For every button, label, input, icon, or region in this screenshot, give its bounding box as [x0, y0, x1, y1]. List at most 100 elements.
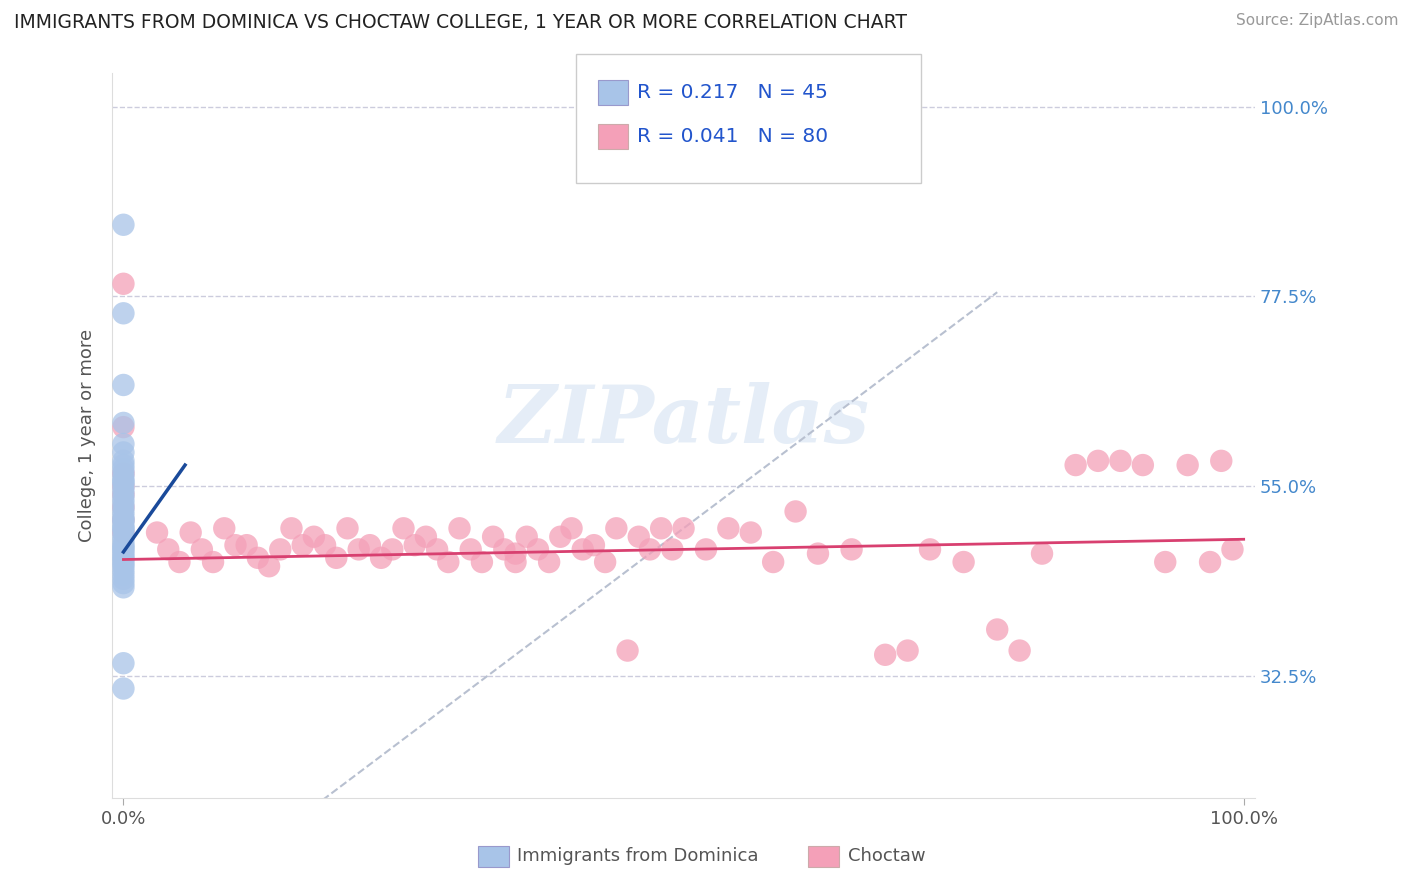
Point	[482, 530, 505, 544]
Point	[112, 538, 135, 552]
Point	[112, 521, 135, 535]
Point	[627, 530, 650, 544]
Point	[1199, 555, 1222, 569]
Text: R = 0.217   N = 45: R = 0.217 N = 45	[637, 83, 828, 103]
Point	[638, 542, 661, 557]
Point	[246, 550, 269, 565]
Point	[1008, 643, 1031, 657]
Point	[1222, 542, 1244, 557]
Point	[214, 521, 236, 535]
Point	[359, 538, 381, 552]
Point	[112, 572, 135, 586]
Point	[437, 555, 460, 569]
Point	[582, 538, 605, 552]
Point	[291, 538, 314, 552]
Point	[897, 643, 920, 657]
Point	[112, 545, 135, 559]
Point	[404, 538, 426, 552]
Point	[112, 525, 135, 540]
Point	[650, 521, 672, 535]
Point	[672, 521, 695, 535]
Point	[1087, 454, 1109, 468]
Point	[302, 530, 325, 544]
Point	[392, 521, 415, 535]
Point	[112, 500, 135, 515]
Point	[494, 542, 516, 557]
Point	[325, 550, 347, 565]
Text: ZIPatlas: ZIPatlas	[498, 383, 870, 459]
Point	[112, 513, 135, 527]
Point	[112, 508, 135, 523]
Point	[112, 525, 135, 540]
Point	[1177, 458, 1199, 472]
Point	[112, 681, 135, 696]
Point	[112, 420, 135, 434]
Point	[460, 542, 482, 557]
Point	[616, 643, 638, 657]
Point	[112, 475, 135, 489]
Point	[112, 500, 135, 515]
Point	[112, 467, 135, 481]
Point	[695, 542, 717, 557]
Point	[593, 555, 616, 569]
Point	[112, 559, 135, 574]
Point	[538, 555, 561, 569]
Point	[112, 513, 135, 527]
Point	[762, 555, 785, 569]
Point	[169, 555, 191, 569]
Point	[314, 538, 336, 552]
Point	[112, 553, 135, 567]
Point	[112, 277, 135, 291]
Point	[112, 504, 135, 518]
Point	[370, 550, 392, 565]
Point	[875, 648, 897, 662]
Point	[449, 521, 471, 535]
Point	[785, 504, 807, 518]
Point	[280, 521, 302, 535]
Point	[381, 542, 404, 557]
Point	[224, 538, 246, 552]
Point	[112, 471, 135, 485]
Point	[112, 567, 135, 582]
Point	[112, 580, 135, 594]
Point	[235, 538, 257, 552]
Point	[112, 557, 135, 571]
Point	[336, 521, 359, 535]
Point	[740, 525, 762, 540]
Y-axis label: College, 1 year or more: College, 1 year or more	[79, 329, 96, 542]
Point	[269, 542, 291, 557]
Point	[202, 555, 225, 569]
Point	[112, 513, 135, 527]
Point	[112, 306, 135, 320]
Point	[112, 218, 135, 232]
Point	[571, 542, 593, 557]
Point	[257, 559, 280, 574]
Point	[112, 491, 135, 506]
Point	[112, 458, 135, 472]
Point	[112, 496, 135, 510]
Point	[112, 445, 135, 459]
Point	[986, 623, 1008, 637]
Point	[1109, 454, 1132, 468]
Point	[112, 549, 135, 563]
Point	[605, 521, 627, 535]
Point	[191, 542, 214, 557]
Point	[1031, 547, 1053, 561]
Point	[112, 467, 135, 481]
Point	[560, 521, 582, 535]
Point	[112, 521, 135, 535]
Point	[112, 657, 135, 671]
Point	[1132, 458, 1154, 472]
Point	[180, 525, 202, 540]
Point	[112, 564, 135, 578]
Point	[717, 521, 740, 535]
Point	[112, 479, 135, 493]
Text: R = 0.041   N = 80: R = 0.041 N = 80	[637, 127, 828, 146]
Point	[112, 576, 135, 591]
Text: Immigrants from Dominica: Immigrants from Dominica	[517, 847, 759, 865]
Point	[112, 530, 135, 544]
Point	[112, 454, 135, 468]
Point	[112, 416, 135, 430]
Point	[347, 542, 370, 557]
Point	[471, 555, 494, 569]
